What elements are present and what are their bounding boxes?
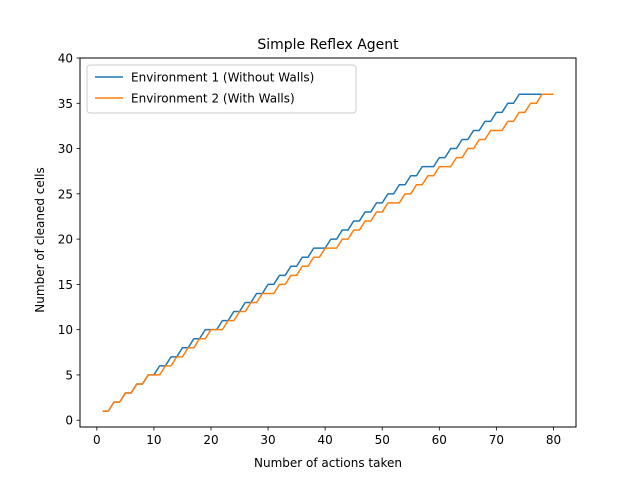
y-tick-label: 5 xyxy=(65,368,73,382)
chart-title: Simple Reflex Agent xyxy=(257,37,399,53)
y-tick-label: 25 xyxy=(58,187,73,201)
y-tick-label: 35 xyxy=(58,97,73,111)
y-tick-label: 0 xyxy=(65,414,73,428)
x-tick-label: 10 xyxy=(146,433,161,447)
y-tick-label: 40 xyxy=(58,52,73,66)
legend-box xyxy=(86,64,357,114)
series-line-1 xyxy=(102,93,554,412)
x-axis-label: Number of actions taken xyxy=(254,456,402,470)
y-axis-label: Number of cleaned cells xyxy=(33,167,47,312)
x-tick-label: 20 xyxy=(203,433,218,447)
x-axis: 0 10 20 30 40 50 60 70 80 xyxy=(93,427,561,447)
series-line-2 xyxy=(102,93,554,412)
y-tick-label: 20 xyxy=(58,233,73,247)
x-tick-label: 30 xyxy=(260,433,275,447)
x-tick-label: 60 xyxy=(432,433,447,447)
x-tick-label: 0 xyxy=(93,433,101,447)
x-tick-label: 70 xyxy=(489,433,504,447)
legend-label-1: Environment 1 (Without Walls) xyxy=(131,71,314,85)
y-tick-label: 15 xyxy=(58,278,73,292)
x-tick-label: 80 xyxy=(546,433,561,447)
plot-area xyxy=(79,57,577,428)
y-tick-label: 30 xyxy=(58,142,73,156)
y-tick-label: 10 xyxy=(58,323,73,337)
plot-frame xyxy=(79,57,577,428)
legend-label-2: Environment 2 (With Walls) xyxy=(131,92,295,106)
y-axis: 0 5 10 15 20 25 30 35 40 xyxy=(58,52,80,428)
legend: Environment 1 (Without Walls) Environment… xyxy=(86,64,357,114)
x-tick-label: 50 xyxy=(375,433,390,447)
series-layer xyxy=(102,93,554,412)
x-tick-label: 40 xyxy=(318,433,333,447)
